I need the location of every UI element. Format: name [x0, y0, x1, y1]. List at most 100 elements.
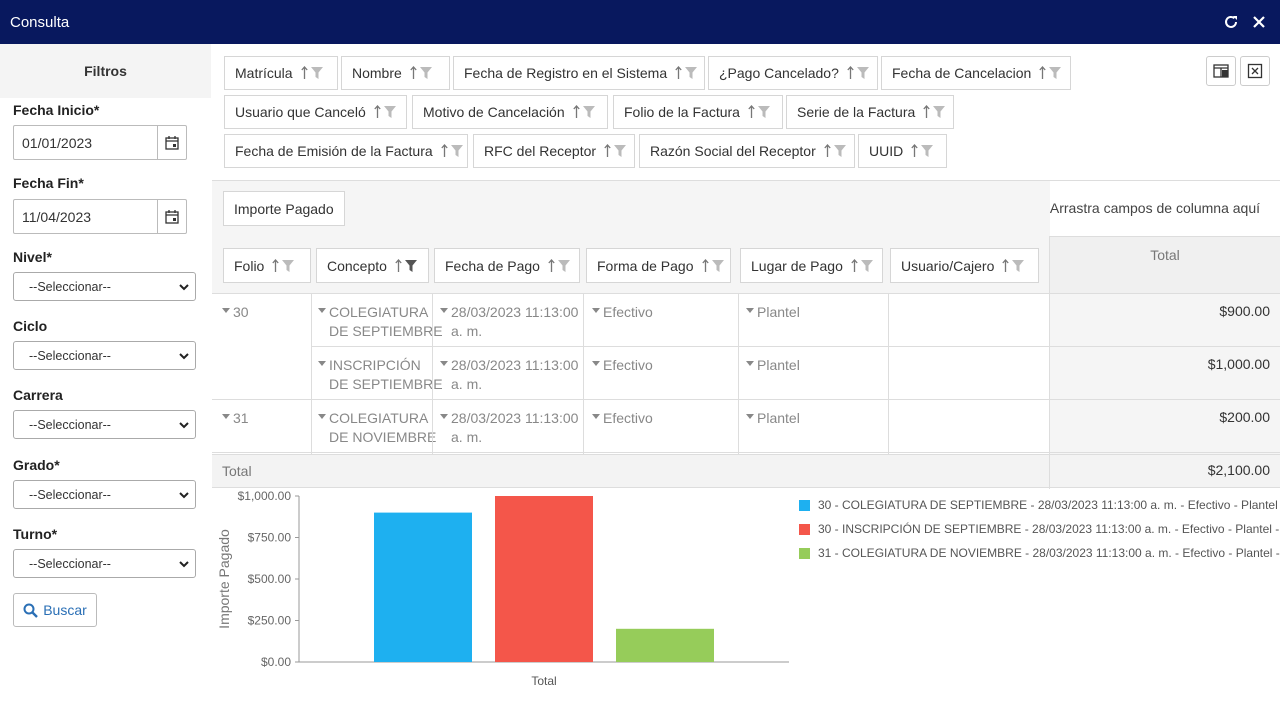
- filter-icon[interactable]: [856, 66, 870, 80]
- sort-icon[interactable]: [824, 144, 831, 158]
- filter-field-chip[interactable]: UUID: [858, 134, 947, 168]
- sort-icon[interactable]: [300, 66, 308, 80]
- data-field-chip[interactable]: Importe Pagado: [223, 191, 345, 226]
- sort-icon[interactable]: [395, 258, 402, 273]
- row-field-chip[interactable]: Forma de Pago: [586, 248, 731, 283]
- filter-icon[interactable]: [1011, 259, 1025, 273]
- expand-icon[interactable]: [592, 410, 603, 426]
- fecha-pago-cell[interactable]: 28/03/2023 11:13:00 a. m.: [440, 409, 578, 447]
- turno-select[interactable]: --Seleccionar--: [13, 549, 196, 578]
- sort-icon[interactable]: [410, 66, 417, 80]
- sort-icon[interactable]: [851, 258, 858, 273]
- filter-field-chip[interactable]: Serie de la Factura: [786, 95, 954, 129]
- expand-icon[interactable]: [592, 357, 603, 373]
- filter-icon[interactable]: [711, 259, 725, 273]
- filter-icon[interactable]: [1048, 66, 1062, 80]
- filter-icon[interactable]: [684, 66, 698, 80]
- fecha-pago-cell[interactable]: 28/03/2023 11:13:00 a. m.: [440, 356, 578, 394]
- legend-item[interactable]: 30 - INSCRIPCIÓN DE SEPTIEMBRE - 28/03/2…: [799, 522, 1279, 536]
- calendar-icon[interactable]: [157, 200, 186, 233]
- lugar-pago-cell[interactable]: Plantel: [746, 409, 800, 428]
- filter-icon[interactable]: [920, 144, 934, 158]
- field-chooser-button[interactable]: [1206, 56, 1236, 86]
- filter-icon[interactable]: [404, 259, 418, 273]
- filter-icon[interactable]: [281, 259, 295, 273]
- expand-icon[interactable]: [222, 304, 233, 320]
- concepto-cell[interactable]: COLEGIATURA DE NOVIEMBRE: [318, 409, 436, 447]
- filter-field-chip[interactable]: Nombre: [341, 56, 450, 90]
- sort-icon[interactable]: [440, 144, 448, 158]
- filter-icon[interactable]: [419, 66, 433, 80]
- expand-icon[interactable]: [746, 357, 757, 373]
- filter-field-chip[interactable]: Fecha de Cancelacion: [881, 56, 1071, 90]
- forma-pago-cell[interactable]: Efectivo: [592, 356, 653, 375]
- row-field-chip[interactable]: Lugar de Pago: [740, 248, 883, 283]
- forma-pago-cell[interactable]: Efectivo: [592, 303, 653, 322]
- expand-icon[interactable]: [318, 410, 329, 426]
- grado-select[interactable]: --Seleccionar--: [13, 480, 196, 509]
- filter-field-chip[interactable]: Fecha de Emisión de la Factura: [224, 134, 468, 168]
- row-field-chip[interactable]: Fecha de Pago: [434, 248, 580, 283]
- sort-icon[interactable]: [1039, 66, 1046, 80]
- row-field-chip[interactable]: Concepto: [316, 248, 429, 283]
- buscar-button[interactable]: Buscar: [13, 593, 97, 627]
- sort-icon[interactable]: [675, 66, 682, 80]
- export-excel-button[interactable]: [1240, 56, 1270, 86]
- sort-icon[interactable]: [923, 105, 930, 119]
- legend-item[interactable]: 30 - COLEGIATURA DE SEPTIEMBRE - 28/03/2…: [799, 498, 1280, 512]
- folio-cell[interactable]: 30: [222, 303, 249, 322]
- sort-icon[interactable]: [748, 105, 755, 119]
- filter-field-chip[interactable]: Folio de la Factura: [613, 95, 783, 129]
- filter-field-chip[interactable]: Fecha de Registro en el Sistema: [453, 56, 705, 90]
- fecha-fin-value[interactable]: 11/04/2023: [22, 208, 92, 225]
- filter-field-chip[interactable]: RFC del Receptor: [473, 134, 635, 168]
- calendar-icon[interactable]: [157, 126, 186, 159]
- ciclo-select[interactable]: --Seleccionar--: [13, 341, 196, 370]
- expand-icon[interactable]: [746, 304, 757, 320]
- expand-icon[interactable]: [746, 410, 757, 426]
- row-field-chip[interactable]: Usuario/Cajero: [890, 248, 1039, 283]
- sort-icon[interactable]: [604, 144, 611, 158]
- sort-icon[interactable]: [572, 105, 580, 119]
- sort-icon[interactable]: [847, 66, 854, 80]
- expand-icon[interactable]: [318, 304, 329, 320]
- expand-icon[interactable]: [592, 304, 603, 320]
- concepto-cell[interactable]: COLEGIATURA DE SEPTIEMBRE: [318, 303, 443, 341]
- fecha-inicio-field[interactable]: 01/01/2023: [13, 125, 187, 160]
- fecha-inicio-value[interactable]: 01/01/2023: [22, 134, 93, 151]
- concepto-cell[interactable]: INSCRIPCIÓN DE SEPTIEMBRE: [318, 356, 443, 394]
- fecha-fin-field[interactable]: 11/04/2023: [13, 199, 187, 234]
- nivel-select[interactable]: --Seleccionar--: [13, 272, 196, 301]
- close-icon[interactable]: [1248, 11, 1270, 33]
- filter-field-chip[interactable]: Razón Social del Receptor: [639, 134, 855, 168]
- filter-icon[interactable]: [383, 105, 397, 119]
- forma-pago-cell[interactable]: Efectivo: [592, 409, 653, 428]
- filter-icon[interactable]: [932, 105, 946, 119]
- filter-field-chip[interactable]: ¿Pago Cancelado?: [708, 56, 878, 90]
- filter-field-chip[interactable]: Matrícula: [224, 56, 338, 90]
- filter-icon[interactable]: [833, 144, 847, 158]
- row-field-chip[interactable]: Folio: [223, 248, 311, 283]
- fecha-pago-cell[interactable]: 28/03/2023 11:13:00 a. m.: [440, 303, 578, 341]
- sort-icon[interactable]: [911, 144, 918, 158]
- filter-icon[interactable]: [757, 105, 771, 119]
- sort-icon[interactable]: [272, 258, 280, 273]
- sort-icon[interactable]: [548, 258, 555, 273]
- filter-field-chip[interactable]: Motivo de Cancelación: [412, 95, 608, 129]
- folio-cell[interactable]: 31: [222, 409, 249, 428]
- sort-icon[interactable]: [701, 258, 709, 273]
- lugar-pago-cell[interactable]: Plantel: [746, 303, 800, 322]
- filter-icon[interactable]: [613, 144, 627, 158]
- expand-icon[interactable]: [222, 410, 233, 426]
- legend-item[interactable]: 31 - COLEGIATURA DE NOVIEMBRE - 28/03/20…: [799, 546, 1280, 560]
- filter-icon[interactable]: [582, 105, 596, 119]
- filter-icon[interactable]: [310, 66, 324, 80]
- expand-icon[interactable]: [440, 304, 451, 320]
- refresh-icon[interactable]: [1220, 11, 1242, 33]
- filter-icon[interactable]: [860, 259, 874, 273]
- expand-icon[interactable]: [440, 357, 451, 373]
- filter-icon[interactable]: [557, 259, 571, 273]
- sort-icon[interactable]: [374, 105, 381, 119]
- expand-icon[interactable]: [440, 410, 451, 426]
- sort-icon[interactable]: [1002, 258, 1010, 273]
